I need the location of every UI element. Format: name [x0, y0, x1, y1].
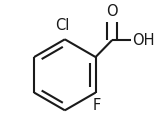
Text: OH: OH	[132, 33, 154, 48]
Text: F: F	[93, 99, 101, 113]
Text: O: O	[106, 4, 118, 19]
Text: Cl: Cl	[55, 18, 69, 33]
